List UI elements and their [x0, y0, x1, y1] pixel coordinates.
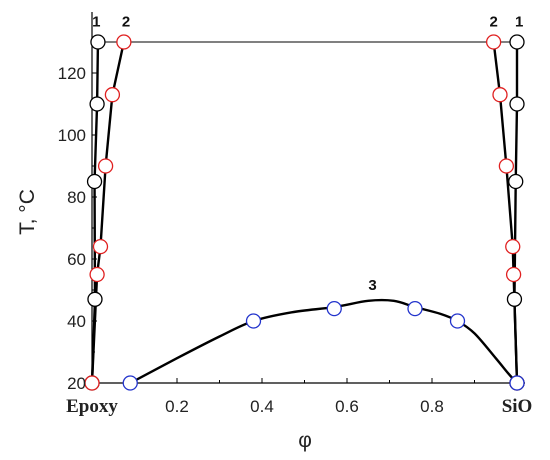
curve-label: 1 — [92, 14, 100, 31]
y-tick-label: 60 — [67, 250, 86, 269]
data-point-left-2 — [116, 34, 132, 50]
data-point-right-1 — [508, 173, 524, 190]
label-layer: 20 40 60 80 100 120 Epoxy 0.2 0.4 0.6 0.8 SiO 1 2 2 1 3 — [58, 14, 533, 418]
x-axis-title: φ — [298, 429, 312, 452]
data-point-middle-3 — [245, 313, 262, 329]
y-tick-label: 20 — [67, 374, 86, 393]
y-tick-label: 100 — [58, 126, 86, 145]
x-tick-label: 0.2 — [165, 397, 189, 416]
curve-label: 1 — [515, 14, 523, 31]
x-tick-label: 0.6 — [335, 397, 359, 416]
data-point-left-2 — [89, 266, 105, 283]
curve-label: 3 — [368, 277, 376, 294]
data-point-middle-3 — [326, 300, 342, 317]
y-tick-label: 40 — [67, 312, 86, 331]
data-point-left-1 — [89, 96, 105, 112]
data-point-middle-3 — [122, 375, 138, 391]
data-point-right-2 — [498, 158, 515, 174]
data-point-left-1 — [87, 291, 103, 307]
x-tick-label: 0.4 — [250, 397, 274, 416]
data-point-right-2 — [485, 34, 502, 50]
data-point-right-2 — [505, 238, 521, 255]
x-tick-label: SiO — [502, 396, 533, 417]
data-point-left-2 — [92, 238, 109, 255]
data-point-middle-3 — [449, 313, 466, 329]
data-point-left-2 — [104, 87, 121, 103]
data-point-middle-3 — [509, 375, 525, 391]
x-tick-label: 0.8 — [420, 397, 444, 416]
data-point-left-1 — [90, 34, 106, 50]
data-point-left-2 — [97, 158, 114, 174]
data-point-right-2 — [505, 266, 522, 283]
data-point-left-1 — [86, 173, 103, 190]
y-axis-title: T, °C — [16, 189, 39, 235]
series-line-right-1 — [513, 42, 519, 384]
data-point-right-1 — [509, 34, 525, 50]
series-line-middle-3 — [129, 298, 518, 385]
data-point-middle-3 — [407, 300, 423, 317]
curve-label: 2 — [489, 14, 497, 31]
y-tick-label: 120 — [58, 64, 86, 83]
data-point-right-1 — [509, 96, 525, 112]
data-point-right-1 — [506, 291, 523, 307]
data-point-left-2 — [84, 375, 100, 391]
data-layer — [84, 34, 525, 391]
data-point-right-2 — [492, 87, 508, 103]
y-tick-label: 80 — [67, 188, 86, 207]
x-tick-label: Epoxy — [66, 396, 118, 417]
curve-label: 2 — [122, 14, 130, 31]
